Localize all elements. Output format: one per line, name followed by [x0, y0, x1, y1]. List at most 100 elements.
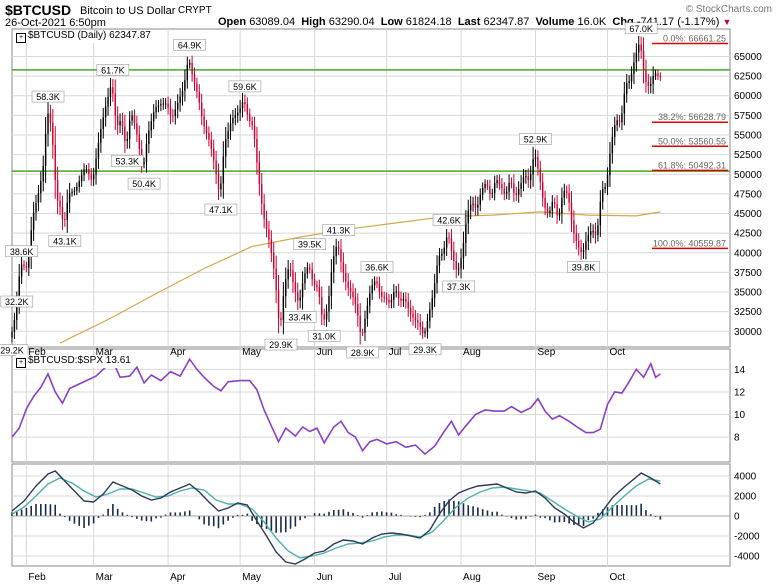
peak-price-label: 58.3K	[36, 92, 60, 102]
macd-histogram-bar	[395, 514, 398, 516]
candle-body	[157, 105, 160, 107]
candle-body	[513, 183, 515, 193]
macd-histogram-bar	[174, 512, 177, 516]
candle-body	[441, 253, 443, 256]
candle-body	[340, 249, 342, 263]
candle-body	[128, 120, 131, 140]
candle-body	[539, 168, 542, 183]
price-label-box	[264, 338, 298, 351]
macd-histogram-bar	[342, 509, 345, 516]
candle-body	[611, 136, 614, 154]
candle-body	[54, 144, 56, 181]
candle-body	[614, 125, 616, 137]
macd-histogram-bar	[491, 511, 494, 516]
candle-body	[78, 181, 80, 188]
candle-body	[234, 115, 237, 118]
company-name: Bitcoin to US Dollar	[80, 5, 176, 17]
candle-body	[407, 301, 409, 309]
candle-body	[229, 123, 232, 132]
candle-body	[479, 194, 481, 205]
candle-body	[203, 116, 205, 127]
candle-body	[152, 112, 155, 122]
macd-histogram-bar	[539, 516, 542, 518]
candle-body	[114, 93, 116, 116]
volume-value: 16.0K	[577, 16, 607, 28]
low-label: Low	[380, 16, 403, 28]
macd-histogram-bar	[59, 513, 61, 516]
price-label-box	[432, 214, 466, 226]
candle-body	[42, 166, 44, 181]
macd-histogram-bar	[140, 516, 143, 521]
price-label-box	[0, 344, 29, 356]
macd-histogram-bar	[97, 516, 100, 518]
candle-body	[529, 174, 532, 181]
macd-histogram-bar	[328, 511, 330, 516]
candle-body	[534, 157, 537, 160]
candle-body	[352, 291, 354, 298]
macd-histogram-bar	[164, 514, 167, 516]
y-tick-label: 0	[734, 512, 740, 523]
price-label-box	[110, 155, 144, 167]
candle-body	[270, 239, 273, 253]
candle-body	[630, 74, 633, 82]
price-label-box	[322, 224, 355, 236]
candle-body	[59, 200, 61, 207]
candle-body	[568, 192, 570, 203]
candle-body	[263, 203, 265, 219]
macd-histogram-bar	[414, 516, 417, 517]
macd-histogram-bar	[592, 516, 594, 519]
candle-body	[73, 190, 76, 192]
candle-body	[109, 87, 112, 97]
peak-price-label: 47.1K	[209, 205, 233, 215]
candle-body	[618, 120, 621, 123]
candle-body	[599, 201, 602, 226]
candle-body	[505, 191, 508, 194]
candle-body	[616, 120, 618, 126]
candle-body	[349, 287, 352, 292]
candle-body	[462, 242, 465, 259]
candle-body	[558, 213, 561, 216]
x-tick-label-aug: Aug	[463, 572, 481, 583]
candle-body	[258, 162, 261, 185]
candle-body	[316, 285, 318, 288]
macd-histogram-bar	[419, 516, 422, 518]
candle-body	[606, 175, 609, 188]
candle-body	[164, 103, 167, 105]
candle-body	[150, 121, 152, 131]
candle-body	[124, 126, 126, 142]
candle-body	[198, 91, 201, 103]
macd-histogram-bar	[136, 516, 138, 519]
macd-histogram-bar	[188, 510, 191, 516]
candle-body	[28, 255, 30, 268]
candle-body	[169, 107, 172, 116]
macd-histogram-bar	[525, 516, 527, 519]
candle-body	[100, 129, 102, 143]
macd-histogram-bar	[558, 516, 561, 523]
fibonacci-level-label: 61.8%: 50492.31	[658, 160, 726, 170]
candle-body	[313, 279, 316, 286]
moving-average-line	[59, 211, 661, 344]
candle-body	[16, 301, 18, 320]
candle-body	[369, 293, 371, 306]
candle-body	[191, 62, 193, 75]
y-tick-label: 30000	[734, 327, 762, 338]
candle-body	[13, 319, 16, 332]
x-tick-label-apr: Apr	[170, 347, 186, 358]
candle-body	[489, 186, 491, 194]
candle-body	[179, 96, 181, 103]
macd-histogram-bar	[438, 503, 441, 516]
candle-body	[222, 156, 225, 184]
macd-histogram-bar	[520, 516, 522, 520]
candle-body	[515, 192, 518, 195]
candle-body	[553, 202, 556, 204]
macd-histogram-bar	[184, 511, 186, 516]
candle-body	[623, 93, 626, 114]
y-tick-label: 60000	[734, 91, 762, 102]
macd-histogram-bar	[20, 509, 23, 516]
ratio-pane-label: + $BTCUSD:$SPX 13.61	[16, 355, 131, 368]
macd-line	[11, 470, 661, 565]
x-tick-label-may: May	[242, 347, 261, 358]
candle-body	[47, 113, 49, 134]
macd-histogram-bar	[73, 516, 76, 524]
